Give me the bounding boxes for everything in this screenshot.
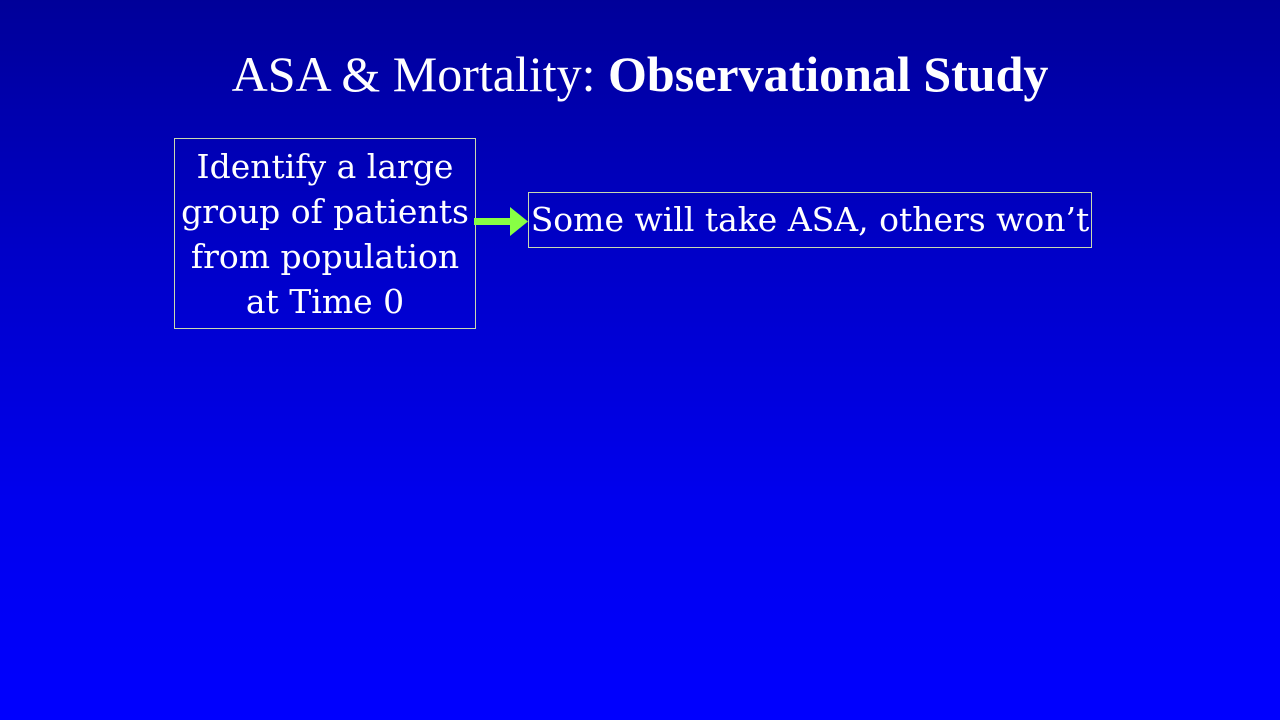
slide-title: ASA & Mortality: Observational Study (0, 44, 1280, 104)
arrow-head (510, 207, 528, 236)
right-arrow-icon (474, 207, 528, 236)
arrow-shaft (474, 218, 512, 225)
title-bold-text: Observational Study (608, 46, 1049, 102)
start-box-line-2: group of patients (181, 192, 469, 231)
start-box: Identify a large group of patients from … (174, 138, 476, 329)
start-box-line-1: Identify a large (196, 147, 454, 186)
title-plain-text: ASA & Mortality: (231, 46, 609, 102)
start-box-line-3: from population (190, 237, 460, 276)
result-box-text: Some will take ASA, others won’t (530, 200, 1090, 239)
start-box-line-4: at Time 0 (245, 282, 405, 321)
result-box: Some will take ASA, others won’t (528, 192, 1092, 248)
